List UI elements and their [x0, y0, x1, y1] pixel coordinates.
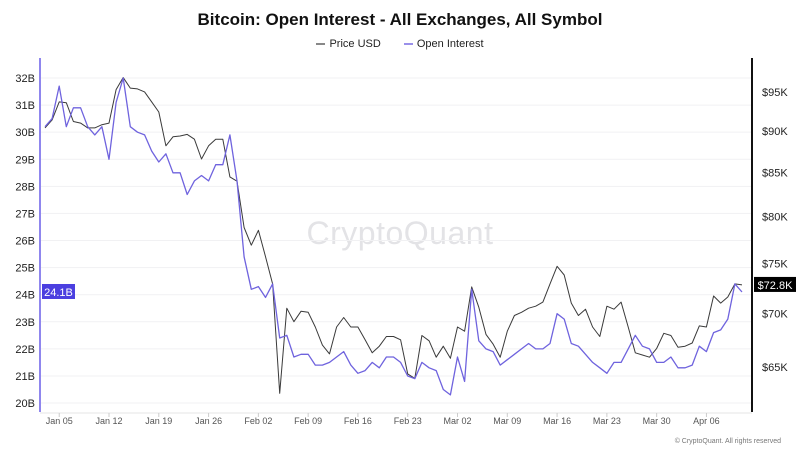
- left-tick-label: 20B: [15, 398, 35, 410]
- left-tick-label: 26B: [15, 236, 35, 248]
- x-tick-label: Feb 16: [344, 416, 372, 426]
- x-tick-label: Jan 19: [145, 416, 172, 426]
- x-tick-label: Apr 06: [693, 416, 720, 426]
- x-tick-label: Mar 23: [593, 416, 621, 426]
- price-swatch-icon: [316, 43, 326, 46]
- right-tick-label: $85K: [762, 168, 788, 180]
- legend-label-price: Price USD: [329, 38, 381, 50]
- x-tick-label: Jan 05: [46, 416, 73, 426]
- open-interest-swatch-icon: [403, 43, 413, 46]
- price-line: [44, 77, 743, 394]
- legend-label-open-interest: Open Interest: [416, 38, 484, 50]
- legend-item-price[interactable]: Price USD: [316, 38, 381, 50]
- x-tick-label: Jan 26: [195, 416, 222, 426]
- left-tick-label: 29B: [15, 154, 35, 166]
- badge-text: 24.1B: [44, 287, 73, 299]
- legend-item-open-interest[interactable]: Open Interest: [403, 38, 484, 50]
- open-interest-line: [44, 77, 743, 396]
- left-tick-label: 30B: [15, 127, 35, 139]
- left-tick-label: 23B: [15, 317, 35, 329]
- x-tick-label: Jan 12: [95, 416, 122, 426]
- x-tick-label: Feb 09: [294, 416, 322, 426]
- right-tick-label: $80K: [762, 212, 788, 224]
- left-tick-label: 27B: [15, 208, 35, 220]
- chart-title: Bitcoin: Open Interest - All Exchanges, …: [197, 10, 603, 29]
- left-tick-label: 22B: [15, 344, 35, 356]
- right-tick-label: $65K: [762, 362, 788, 374]
- x-tick-label: Mar 09: [493, 416, 521, 426]
- legend: Price USD Open Interest: [0, 38, 800, 50]
- right-tick-label: $75K: [762, 258, 788, 270]
- x-tick-label: Mar 16: [543, 416, 571, 426]
- left-tick-label: 25B: [15, 263, 35, 275]
- left-tick-label: 32B: [15, 73, 35, 85]
- current-price-badge: $72.8K: [754, 276, 796, 292]
- right-tick-label: $90K: [762, 126, 788, 138]
- left-tick-label: 28B: [15, 181, 35, 193]
- badge-bg: [754, 276, 796, 292]
- left-tick-label: 24B: [15, 290, 35, 302]
- badge-bg: [42, 283, 75, 299]
- copyright: © CryptoQuant. All rights reserved: [674, 438, 781, 445]
- x-tick-label: Feb 02: [244, 416, 272, 426]
- x-tick-label: Mar 30: [643, 416, 671, 426]
- right-tick-label: $95K: [762, 87, 788, 99]
- x-tick-label: Mar 02: [444, 416, 472, 426]
- left-tick-label: 21B: [15, 371, 35, 383]
- current-open-interest-badge: 24.1B: [42, 283, 75, 299]
- badge-text: $72.8K: [758, 280, 794, 292]
- right-tick-label: $70K: [762, 308, 788, 320]
- left-tick-label: 31B: [15, 100, 35, 112]
- watermark-logo: CryptoQuant: [306, 215, 494, 251]
- x-tick-label: Feb 23: [394, 416, 422, 426]
